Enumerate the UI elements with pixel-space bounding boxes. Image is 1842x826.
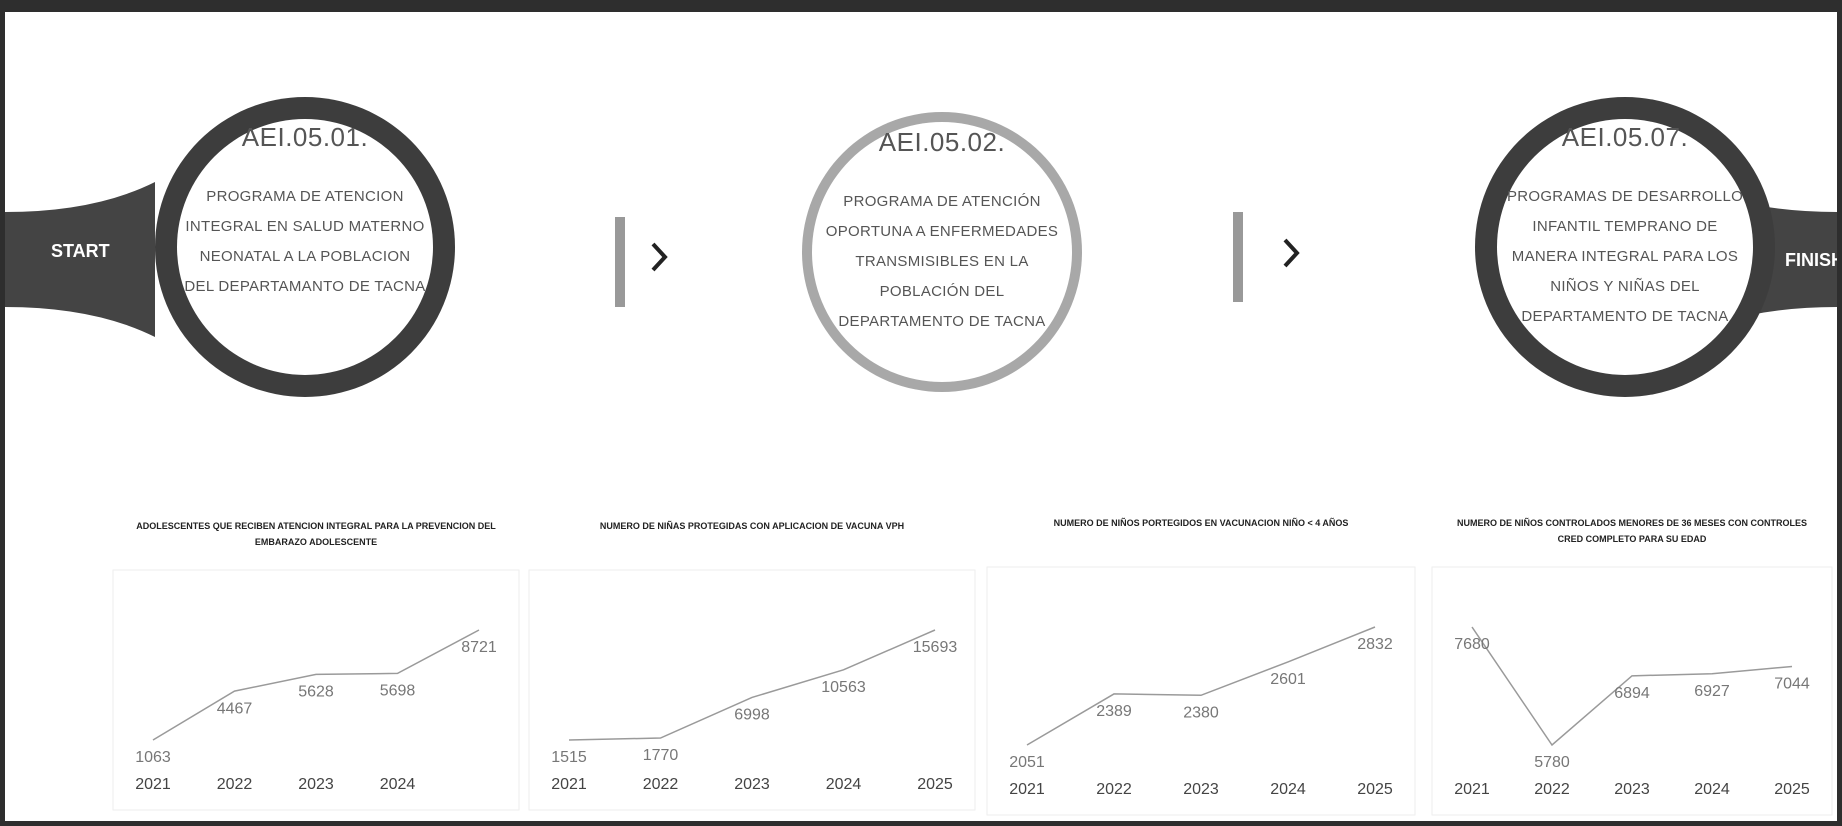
x-tick-label: 2022: [217, 776, 253, 793]
chart-title: NUMERO DE NIÑAS PROTEGIDAS CON APLICACIO…: [599, 521, 905, 531]
data-label: 15693: [913, 639, 958, 656]
data-label: 8721: [461, 639, 497, 656]
data-label: 7680: [1454, 636, 1490, 653]
x-tick-label: 2025: [917, 776, 953, 793]
band-left: [5, 182, 155, 337]
data-label: 10563: [821, 679, 866, 696]
data-label: 2832: [1357, 636, 1393, 653]
data-label: 6927: [1694, 683, 1730, 700]
data-label: 1770: [643, 747, 679, 764]
x-tick-label: 2023: [1183, 781, 1219, 798]
x-tick-label: 2024: [380, 776, 416, 793]
start-label: START: [51, 241, 110, 261]
line-series: [1026, 626, 1376, 746]
data-label: 2051: [1009, 754, 1045, 771]
connector: [1233, 212, 1243, 302]
x-tick-label: 2023: [298, 776, 334, 793]
x-tick-label: 2021: [1009, 781, 1045, 798]
step-code: AEI.05.02.: [878, 127, 1006, 157]
line-series: [1471, 626, 1793, 747]
circle-inner: [177, 119, 433, 375]
data-label: 7044: [1774, 676, 1810, 693]
x-tick-label: 2022: [1534, 781, 1570, 798]
arrow: [651, 242, 668, 272]
chart-title: NUMERO DE NIÑOS PORTEGIDOS EN VACUNACION…: [1053, 518, 1349, 528]
background: 2021 2022 2023 2024 1063 4467 5628 5698 8721 2021…: [5, 97, 1837, 816]
x-tick-label: 2022: [643, 776, 679, 793]
x-tick-label: 2025: [1357, 781, 1393, 798]
x-tick-label: 2021: [135, 776, 171, 793]
data-label: 5628: [298, 684, 334, 701]
data-label: 6998: [734, 707, 770, 724]
x-tick-label: 2024: [1270, 781, 1306, 798]
step-text: PROGRAMA DE ATENCION INTEGRAL EN SALUD M…: [184, 188, 426, 295]
step-text: PROGRAMA DE ATENCIÓN OPORTUNA A ENFERMED…: [825, 193, 1059, 330]
data-label: 2380: [1183, 705, 1219, 722]
chart-title: NUMERO DE NIÑOS CONTROLADOS MENORES DE 3…: [1456, 518, 1808, 544]
step-code: AEI.05.01.: [241, 122, 369, 152]
circle-inner: [812, 122, 1072, 382]
circle-inner: [1497, 119, 1753, 375]
x-tick-label: 2023: [734, 776, 770, 793]
arrow: [1283, 238, 1300, 268]
data-label: 5780: [1534, 754, 1570, 771]
data-label: 4467: [217, 700, 253, 717]
x-tick-label: 2024: [1694, 781, 1730, 798]
x-tick-label: 2021: [551, 776, 587, 793]
data-label: 2601: [1270, 671, 1306, 688]
finish-label: FINISH: [1785, 250, 1842, 270]
x-tick-label: 2022: [1096, 781, 1132, 798]
x-tick-label: 2023: [1614, 781, 1650, 798]
chart-panel: [112, 569, 520, 811]
chart-panel: [528, 569, 976, 811]
line-series: [152, 629, 480, 741]
step-text: PROGRAMAS DE DESARROLLO INFANTIL TEMPRAN…: [1506, 188, 1744, 325]
data-label: 1063: [135, 749, 171, 766]
chart-title: ADOLESCENTES QUE RECIBEN ATENCION INTEGR…: [136, 521, 496, 547]
data-label: 2389: [1096, 703, 1132, 720]
data-label: 1515: [551, 749, 587, 766]
connector: [615, 217, 625, 307]
x-tick-label: 2021: [1454, 781, 1490, 798]
step-code: AEI.05.07.: [1561, 122, 1689, 152]
x-tick-label: 2025: [1774, 781, 1810, 798]
data-label: 6894: [1614, 685, 1650, 702]
x-tick-label: 2024: [826, 776, 862, 793]
data-label: 5698: [380, 683, 416, 700]
line-series: [568, 629, 936, 741]
chart-panel: [986, 566, 1416, 816]
chart-panel: [1431, 566, 1833, 816]
